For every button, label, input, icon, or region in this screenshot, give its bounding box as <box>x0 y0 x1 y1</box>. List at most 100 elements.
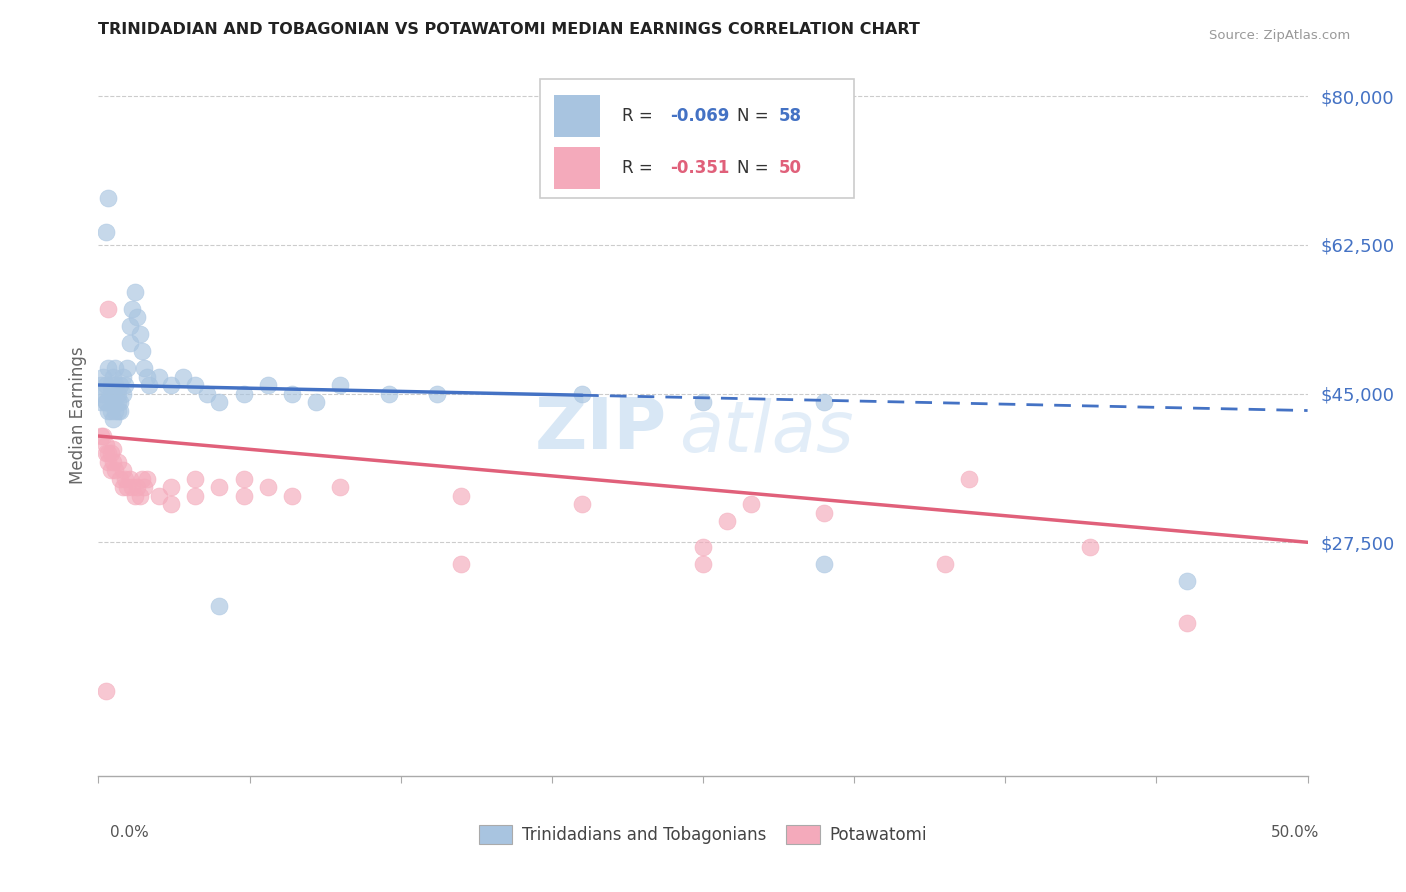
FancyBboxPatch shape <box>554 147 600 189</box>
Text: TRINIDADIAN AND TOBAGONIAN VS POTAWATOMI MEDIAN EARNINGS CORRELATION CHART: TRINIDADIAN AND TOBAGONIAN VS POTAWATOMI… <box>98 22 921 37</box>
Point <box>232 489 254 503</box>
Point <box>692 540 714 554</box>
Point <box>172 369 194 384</box>
Point <box>97 191 120 205</box>
Point <box>94 437 117 451</box>
Point <box>107 403 129 417</box>
Point <box>160 497 183 511</box>
Point <box>256 378 278 392</box>
Point <box>148 369 170 384</box>
Point <box>329 480 352 494</box>
Point <box>101 454 124 468</box>
Point <box>90 429 112 443</box>
Point <box>90 378 112 392</box>
Point <box>118 335 141 350</box>
Point <box>208 599 231 613</box>
Point <box>94 395 117 409</box>
Text: -0.069: -0.069 <box>671 107 730 125</box>
Point <box>94 684 117 698</box>
Point <box>94 395 117 409</box>
Text: R =: R = <box>621 160 664 178</box>
Point <box>148 489 170 503</box>
Text: N =: N = <box>737 107 773 125</box>
Point <box>121 480 143 494</box>
Point <box>128 489 150 503</box>
Text: 50.0%: 50.0% <box>1271 825 1319 840</box>
Point <box>740 497 762 511</box>
Text: N =: N = <box>737 160 773 178</box>
Point <box>450 489 472 503</box>
Text: atlas: atlas <box>679 399 853 467</box>
Text: 50: 50 <box>779 160 803 178</box>
Point <box>124 285 146 299</box>
Point <box>692 557 714 571</box>
Point <box>111 369 134 384</box>
Point <box>104 463 127 477</box>
Point <box>232 386 254 401</box>
Point <box>94 225 117 239</box>
Text: 0.0%: 0.0% <box>110 825 149 840</box>
Point <box>108 471 131 485</box>
Point <box>90 395 112 409</box>
Point <box>118 318 141 333</box>
Point <box>121 301 143 316</box>
Point <box>160 378 183 392</box>
Point <box>450 557 472 571</box>
Point <box>305 395 328 409</box>
Point <box>124 489 146 503</box>
Point <box>329 378 352 392</box>
Y-axis label: Median Earnings: Median Earnings <box>69 346 87 483</box>
Point <box>1175 574 1198 588</box>
Point <box>94 378 117 392</box>
Point <box>117 361 139 376</box>
Point <box>957 471 980 485</box>
Point <box>104 403 127 417</box>
Point <box>184 471 207 485</box>
Point <box>100 463 122 477</box>
FancyBboxPatch shape <box>554 95 600 136</box>
Point <box>91 429 114 443</box>
Point <box>100 446 122 460</box>
Point <box>97 446 120 460</box>
Point <box>1078 540 1101 554</box>
Point <box>104 378 127 392</box>
Point <box>134 361 156 376</box>
Point <box>128 326 150 341</box>
FancyBboxPatch shape <box>540 78 855 198</box>
Point <box>208 480 231 494</box>
Point <box>813 557 835 571</box>
Point <box>377 386 399 401</box>
Point <box>101 412 124 426</box>
Point <box>131 344 153 359</box>
Text: Source: ZipAtlas.com: Source: ZipAtlas.com <box>1209 29 1350 43</box>
Point <box>184 489 207 503</box>
Point <box>94 446 117 460</box>
Point <box>256 480 278 494</box>
Point <box>97 403 120 417</box>
Point <box>692 395 714 409</box>
Point <box>131 471 153 485</box>
Point <box>114 378 136 392</box>
Point <box>1175 615 1198 630</box>
Point <box>117 480 139 494</box>
Point <box>101 395 124 409</box>
Text: 58: 58 <box>779 107 803 125</box>
Point <box>571 497 593 511</box>
Point <box>232 471 254 485</box>
Point <box>813 395 835 409</box>
Point <box>114 471 136 485</box>
Point <box>97 361 120 376</box>
Point <box>184 378 207 392</box>
Point <box>100 386 122 401</box>
Point <box>107 395 129 409</box>
Point <box>97 454 120 468</box>
Point <box>160 480 183 494</box>
Text: R =: R = <box>621 107 658 125</box>
Point <box>111 386 134 401</box>
Text: ZIP: ZIP <box>534 395 666 464</box>
Point <box>135 471 157 485</box>
Point <box>138 378 160 392</box>
Text: -0.351: -0.351 <box>671 160 730 178</box>
Point <box>100 378 122 392</box>
Point <box>91 386 114 401</box>
